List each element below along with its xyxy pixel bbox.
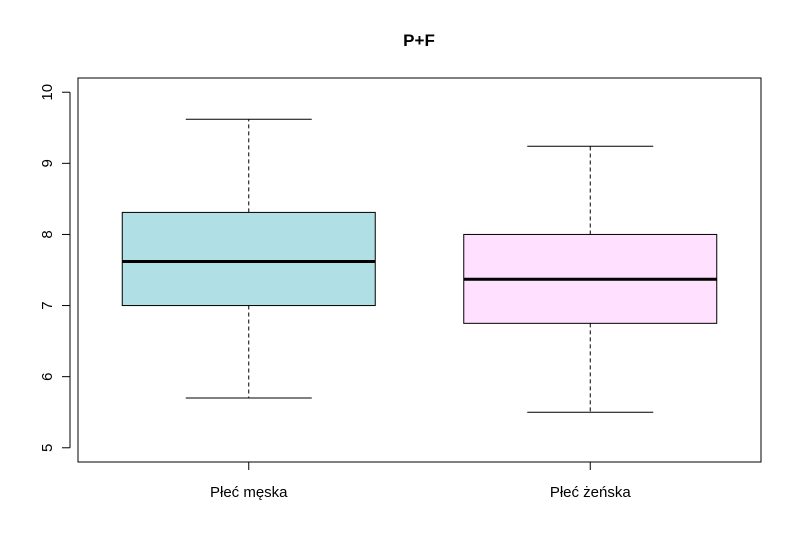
y-tick-label-5: 5 xyxy=(39,444,56,452)
y-tick-label-10: 10 xyxy=(39,84,56,101)
x-tick-label-1: Płeć męska xyxy=(210,484,288,501)
y-tick-label-6: 6 xyxy=(39,372,56,380)
x-tick-label-2: Płeć żeńska xyxy=(550,484,632,501)
plot-frame xyxy=(77,77,762,463)
box-2 xyxy=(463,145,718,413)
box-1 xyxy=(121,118,376,399)
y-tick-label-8: 8 xyxy=(39,230,56,238)
y-axis: 5 6 7 8 9 10 xyxy=(39,84,71,452)
y-tick-label-9: 9 xyxy=(39,159,56,167)
x-axis: Płeć męska Płeć żeńska xyxy=(210,462,631,501)
y-tick-label-7: 7 xyxy=(39,301,56,309)
iqr-box-1 xyxy=(121,211,376,307)
boxes-group xyxy=(121,118,718,413)
chart-title: P+F xyxy=(403,31,435,50)
